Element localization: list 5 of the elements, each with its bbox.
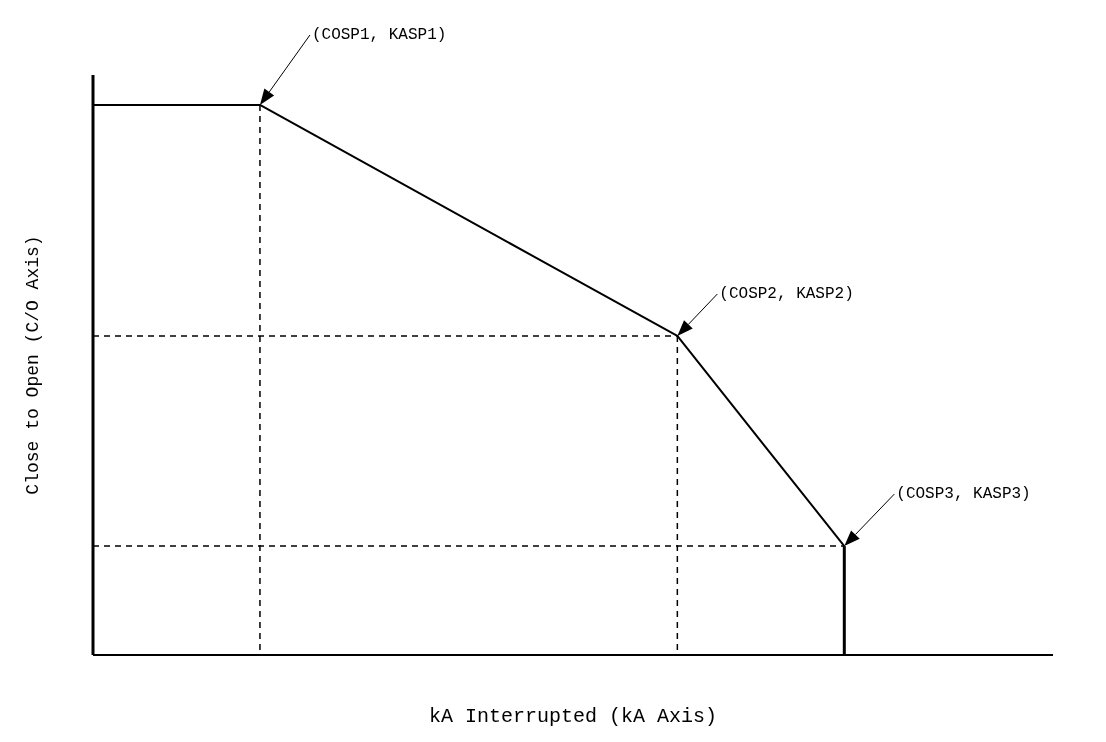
annotation: (COSP2, KASP2)	[719, 284, 854, 303]
text: (COSP1, KASP1)	[311, 25, 447, 44]
y-axis-title: Close to Open (C/O Axis)	[23, 235, 43, 495]
annotation: (COSP3, KASP3)	[896, 485, 1031, 504]
x-axis-title: kA Interrupted (kA Axis)	[428, 705, 718, 728]
